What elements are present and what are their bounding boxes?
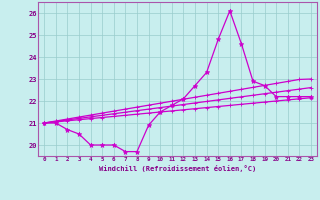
- X-axis label: Windchill (Refroidissement éolien,°C): Windchill (Refroidissement éolien,°C): [99, 165, 256, 172]
